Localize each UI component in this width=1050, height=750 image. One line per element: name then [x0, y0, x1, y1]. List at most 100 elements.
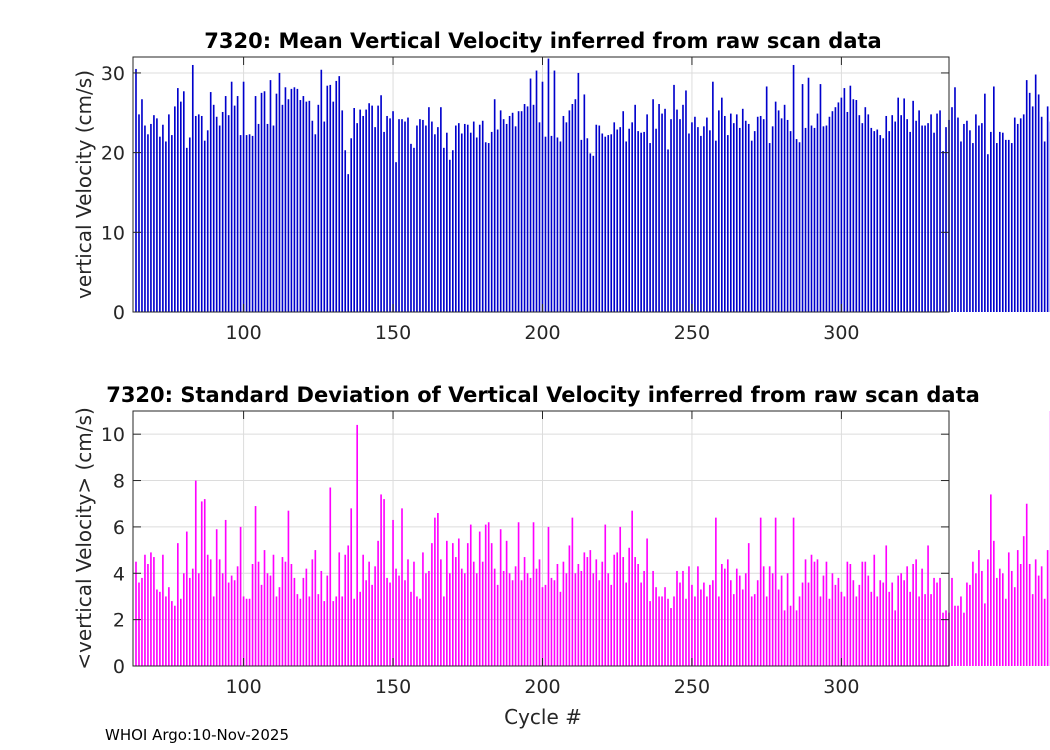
- bar: [837, 102, 840, 312]
- bar: [631, 510, 633, 666]
- bar: [951, 577, 953, 666]
- bar: [900, 573, 902, 666]
- bar: [275, 93, 278, 312]
- bar: [786, 119, 789, 312]
- bar: [562, 115, 565, 312]
- bar: [362, 115, 364, 312]
- bar: [673, 84, 675, 312]
- y-tick-label: 0: [113, 656, 125, 678]
- bar: [969, 130, 971, 312]
- bar: [544, 136, 547, 312]
- bar: [915, 120, 917, 312]
- bar: [171, 135, 173, 312]
- bar: [993, 86, 995, 312]
- bar: [350, 508, 353, 666]
- bar: [165, 141, 167, 312]
- bar: [248, 598, 251, 666]
- bar: [780, 118, 783, 312]
- bar: [592, 155, 595, 312]
- bar: [750, 596, 753, 666]
- bar: [978, 550, 980, 666]
- bar: [658, 596, 660, 666]
- bar: [583, 94, 586, 312]
- bar: [180, 598, 182, 666]
- bar: [514, 566, 517, 666]
- bar: [861, 123, 864, 312]
- bar: [837, 577, 840, 666]
- bar: [795, 610, 798, 666]
- bar: [317, 594, 320, 666]
- bar: [159, 136, 161, 312]
- bar: [577, 564, 580, 666]
- bar: [667, 149, 669, 312]
- bar: [709, 130, 711, 312]
- bar: [487, 143, 490, 312]
- bar: [888, 131, 891, 312]
- bar: [239, 135, 242, 312]
- bar: [637, 131, 639, 312]
- x-tick-label: 300: [823, 322, 859, 344]
- bar: [876, 129, 879, 312]
- bar: [804, 127, 807, 312]
- bar: [308, 596, 311, 666]
- bar: [834, 107, 837, 312]
- bar: [604, 136, 607, 312]
- bar: [631, 122, 633, 312]
- bar: [840, 97, 843, 312]
- bar: [416, 125, 418, 312]
- bar: [535, 568, 538, 666]
- bar: [362, 554, 364, 666]
- plot-area-bg: [133, 57, 949, 312]
- bar: [735, 114, 738, 313]
- bar: [556, 137, 559, 312]
- bar: [182, 573, 185, 666]
- bar: [933, 132, 935, 312]
- axes-box: [132, 410, 950, 667]
- bar: [481, 561, 484, 666]
- bar: [616, 129, 619, 312]
- x-tick-label: 200: [524, 676, 560, 698]
- bar: [616, 552, 619, 666]
- bar: [305, 568, 308, 666]
- bar: [1046, 106, 1049, 312]
- bar: [389, 118, 391, 312]
- bar: [565, 573, 568, 666]
- bar: [741, 108, 744, 312]
- bar: [266, 123, 269, 312]
- bar: [1010, 570, 1013, 666]
- bar: [341, 110, 344, 312]
- bar: [607, 573, 610, 666]
- bar: [858, 115, 861, 312]
- bar: [1019, 118, 1022, 312]
- bar: [440, 107, 442, 312]
- bar: [930, 594, 932, 666]
- bar: [634, 104, 636, 312]
- bar: [174, 605, 176, 666]
- bar: [870, 127, 873, 312]
- bar: [395, 162, 397, 312]
- bar: [221, 573, 224, 666]
- bar: [783, 610, 786, 666]
- bar: [987, 559, 989, 666]
- bar: [302, 577, 305, 666]
- bar: [930, 114, 932, 313]
- bar: [879, 135, 882, 312]
- chart-title: 7320: Mean Vertical Velocity inferred fr…: [204, 29, 881, 53]
- bar: [574, 573, 577, 666]
- bar: [915, 559, 917, 666]
- bar: [138, 582, 140, 666]
- bar: [879, 580, 882, 666]
- bar: [419, 119, 421, 312]
- bar: [1013, 117, 1016, 312]
- bar: [738, 575, 741, 666]
- bar: [374, 127, 376, 313]
- bar: [182, 91, 185, 313]
- bar: [532, 522, 535, 666]
- bar: [756, 116, 759, 313]
- bar: [712, 580, 714, 666]
- bar: [777, 589, 780, 666]
- bar: [661, 596, 663, 666]
- bar: [221, 111, 224, 312]
- bar: [1010, 143, 1013, 312]
- bar: [466, 543, 469, 666]
